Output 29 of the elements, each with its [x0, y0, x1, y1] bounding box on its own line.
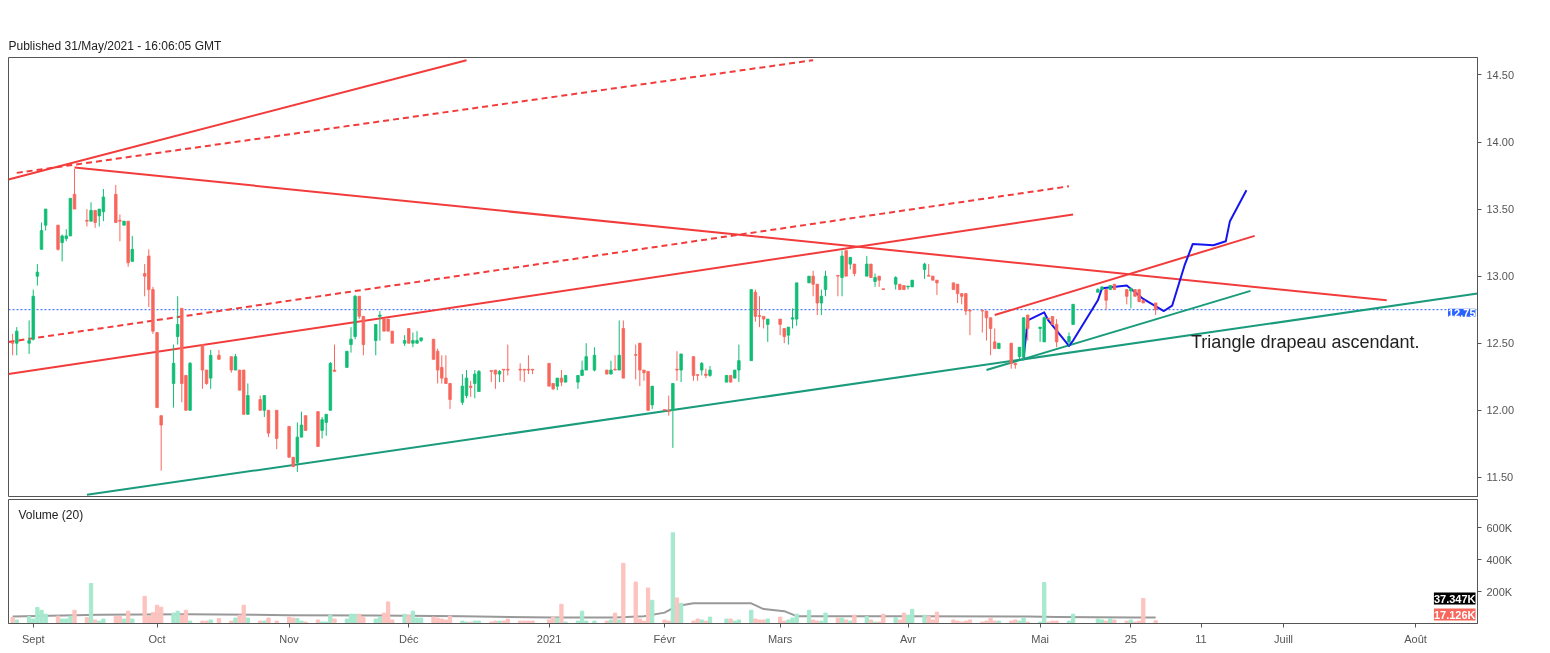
chart-title: Published 31/May/2021 - 16:06:05 GMT — [8, 38, 222, 53]
annotation: 37.347K — [1433, 592, 1476, 605]
y-tick-label: 12.50 — [1486, 337, 1515, 350]
text: Volume (20) — [18, 507, 84, 522]
x-tick-label: Déc — [398, 632, 420, 645]
x-tick-label: Août — [1404, 632, 1427, 645]
y-tick-label: 13.50 — [1486, 203, 1515, 216]
y-tick-label: 13.00 — [1486, 270, 1515, 283]
y-tick-label: 14.00 — [1486, 136, 1515, 149]
y-tick-label: 11.50 — [1486, 471, 1514, 484]
x-tick-label: Nov — [279, 632, 300, 645]
x-tick-label: 2021 — [536, 632, 562, 645]
x-tick-label: Avr — [899, 632, 917, 645]
y-tick-label: 200K — [1486, 585, 1513, 598]
x-tick-label: Juill — [1274, 632, 1294, 645]
x-tick-label: Sept — [21, 632, 45, 645]
y-tick-label: 600K — [1486, 521, 1513, 534]
x-tick-label: Févr — [653, 632, 676, 645]
x-tick-label: Mai — [1031, 632, 1049, 645]
annotation: Triangle drapeau ascendant. — [1191, 332, 1420, 353]
x-tick-label: Oct — [148, 632, 166, 645]
x-tick-label: 25 — [1124, 632, 1138, 645]
x-tick-label: Mars — [767, 632, 793, 645]
y-tick-label: 14.50 — [1486, 68, 1515, 81]
annotation: 17.126K — [1433, 608, 1476, 621]
ref-line-label: 12.75 — [1447, 306, 1476, 319]
x-tick-label: 11 — [1195, 632, 1207, 645]
y-tick-label: 12.00 — [1486, 404, 1515, 417]
y-tick-label: 400K — [1486, 553, 1513, 566]
